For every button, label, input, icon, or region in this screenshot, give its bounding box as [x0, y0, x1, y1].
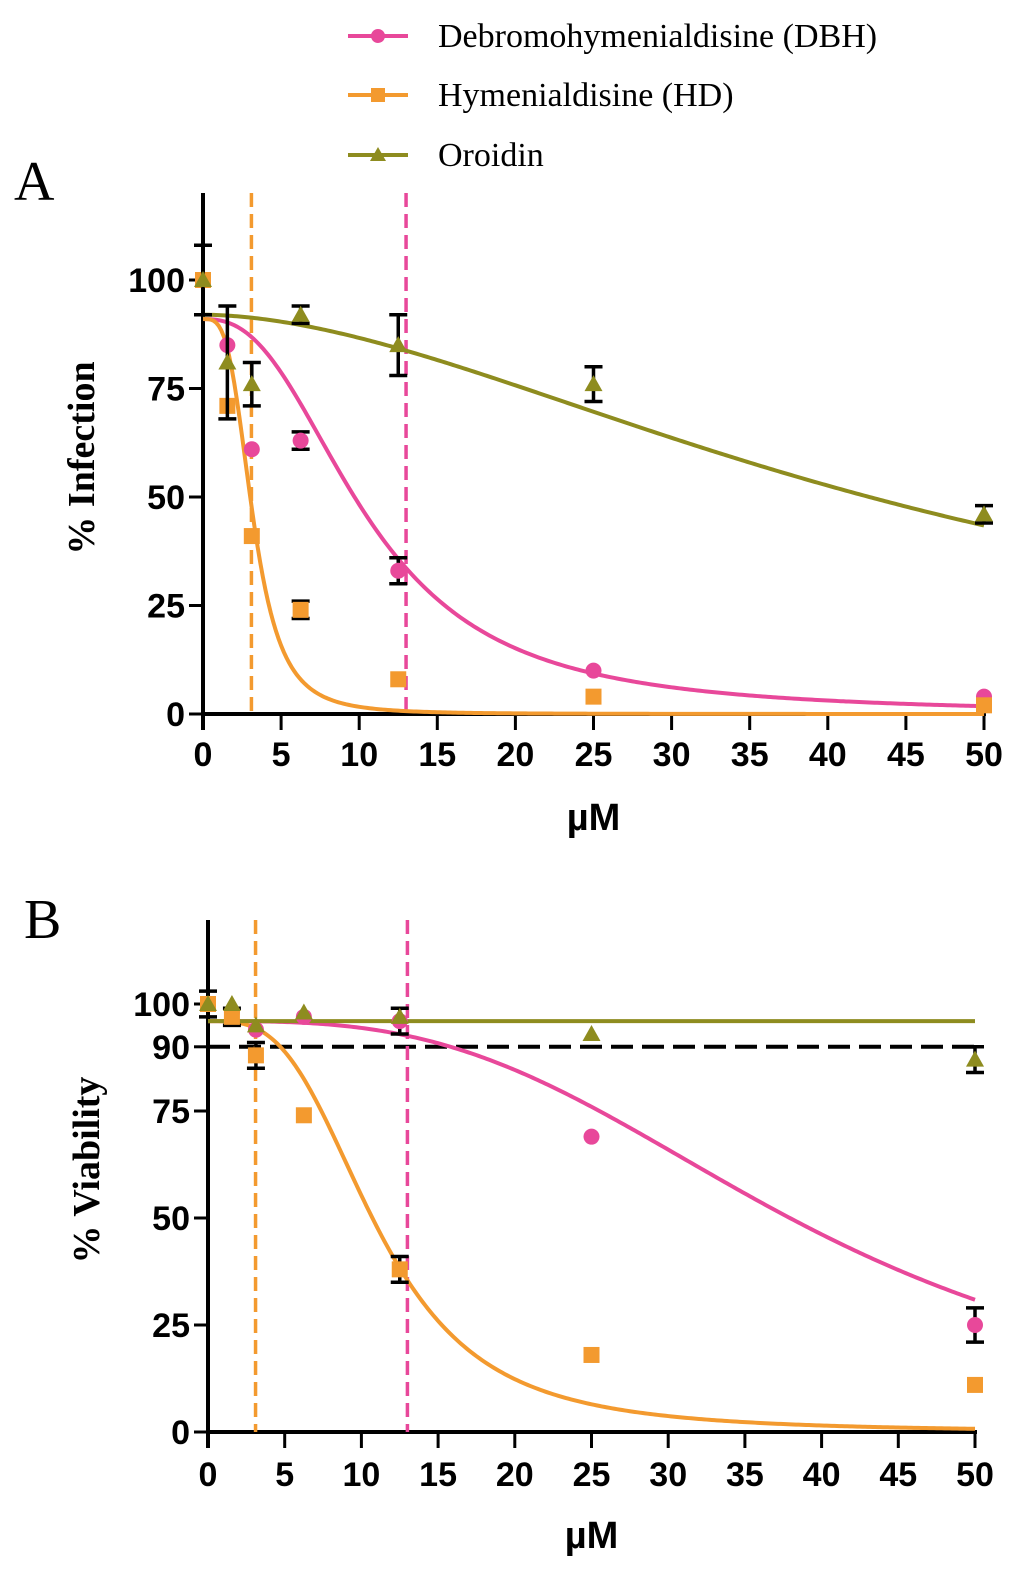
data-point-b-oroidin-2 [246, 1016, 265, 1033]
data-point-b-oroidin-3 [294, 1003, 313, 1020]
data-point-b-debromohymenialdisine-6 [967, 1317, 983, 1333]
legend-entry-dbh: Debromohymenialdisine (DBH) [348, 18, 877, 55]
x-tick-label-b-25: 25 [573, 1456, 611, 1494]
x-tick-label-b-40: 40 [803, 1456, 841, 1494]
data-point-b-debromohymenialdisine-5 [583, 1128, 600, 1145]
y-tick-label-a-75: 75 [147, 371, 185, 409]
y-tick-label-b-0: 0 [171, 1414, 190, 1452]
data-point-a-oroidin-3 [291, 305, 310, 322]
legend-label-oroidin: Oroidin [438, 137, 544, 174]
x-tick-label-a-35: 35 [731, 736, 769, 774]
data-point-b-oroidin-1 [222, 995, 241, 1011]
data-point-a-oroidin-5 [584, 375, 603, 392]
x-tick-label-b-20: 20 [496, 1456, 534, 1494]
data-point-a-oroidin-2 [242, 375, 261, 392]
data-point-a-hymenialdisine-4 [390, 671, 407, 688]
legend-marker-oroidin [370, 147, 386, 161]
x-tick-label-a-5: 5 [272, 736, 291, 774]
fit-curve-a-oroidin [202, 312, 985, 528]
data-point-b-oroidin-6 [966, 1050, 984, 1067]
data-point-a-debromohymenialdisine-2 [243, 441, 260, 458]
x-tick-label-b-50: 50 [956, 1456, 994, 1494]
chart-panel-b: 0 5 10 15 20 25 30 35 40 45 50 0 25 50 75 90 100 µM % Viab… [66, 920, 994, 1557]
y-tick-label-a-100: 100 [128, 262, 185, 300]
data-point-a-hymenialdisine-3 [292, 601, 309, 618]
x-tick-label-b-30: 30 [649, 1456, 687, 1494]
y-tick-label-b-90: 90 [152, 1029, 190, 1067]
data-point-a-debromohymenialdisine-5 [585, 662, 602, 679]
panel-letter-b: B [24, 889, 61, 951]
y-tick-label-b-25: 25 [152, 1307, 190, 1345]
y-tick-label-a-50: 50 [147, 479, 185, 517]
data-point-a-oroidin-1 [218, 353, 237, 370]
x-tick-label-a-45: 45 [887, 736, 925, 774]
y-axis-label-a: % Infection [61, 361, 103, 554]
x-tick-label-b-10: 10 [342, 1456, 380, 1494]
data-point-b-hymenialdisine-5 [583, 1346, 600, 1363]
x-tick-label-b-0: 0 [199, 1456, 218, 1494]
data-point-b-hymenialdisine-1 [223, 1008, 240, 1025]
y-tick-label-a-25: 25 [147, 588, 185, 626]
data-point-b-hymenialdisine-3 [295, 1107, 312, 1124]
x-tick-label-a-10: 10 [340, 736, 378, 774]
data-point-a-hymenialdisine-5 [585, 688, 602, 705]
data-point-a-hymenialdisine-2 [243, 528, 260, 545]
panel-letter-a: A [14, 151, 55, 213]
y-axis-label-b: % Viability [66, 1077, 108, 1264]
fit-curve-b-debromohymenialdisine [208, 1019, 976, 1302]
data-point-b-oroidin-5 [582, 1024, 601, 1041]
legend: Debromohymenialdisine (DBH) Hymenialdisi… [348, 18, 877, 174]
x-axis-label-b: µM [565, 1515, 619, 1557]
y-tick-label-b-50: 50 [152, 1200, 190, 1238]
x-tick-label-a-20: 20 [496, 736, 534, 774]
data-point-b-hymenialdisine-6 [967, 1376, 983, 1393]
legend-label-hd: Hymenialdisine (HD) [438, 77, 734, 114]
x-tick-label-a-15: 15 [418, 736, 456, 774]
x-tick-label-a-25: 25 [575, 736, 613, 774]
data-point-b-oroidin-4 [390, 1007, 409, 1024]
x-tick-label-a-40: 40 [809, 736, 847, 774]
x-tick-label-a-0: 0 [194, 736, 213, 774]
data-point-b-oroidin-0 [199, 995, 217, 1011]
fit-curve-b-hymenialdisine [208, 1019, 976, 1431]
y-tick-label-b-100: 100 [133, 986, 190, 1024]
data-point-a-oroidin-0 [194, 271, 212, 287]
x-tick-label-b-15: 15 [419, 1456, 457, 1494]
x-tick-label-b-45: 45 [879, 1456, 917, 1494]
data-point-b-hymenialdisine-2 [247, 1047, 264, 1064]
legend-marker-dbh [371, 29, 385, 43]
chart-panel-a: 0 5 10 15 20 25 30 35 40 45 50 0 25 50 75 100 µM % Infect… [61, 193, 1003, 839]
data-point-a-debromohymenialdisine-4 [390, 562, 407, 579]
x-tick-label-a-30: 30 [653, 736, 691, 774]
data-point-a-oroidin-6 [975, 505, 993, 522]
y-tick-label-a-0: 0 [166, 696, 185, 734]
legend-entry-oroidin: Oroidin [348, 137, 544, 174]
legend-marker-hd [371, 88, 385, 102]
data-point-a-oroidin-4 [389, 336, 408, 353]
x-axis-label-a: µM [567, 797, 621, 839]
data-point-a-debromohymenialdisine-3 [292, 432, 309, 449]
legend-entry-hd: Hymenialdisine (HD) [348, 77, 734, 114]
x-tick-label-b-5: 5 [275, 1456, 294, 1494]
y-tick-label-b-75: 75 [152, 1093, 190, 1131]
data-point-a-hymenialdisine-6 [976, 697, 992, 714]
legend-label-dbh: Debromohymenialdisine (DBH) [438, 18, 877, 55]
x-tick-label-b-35: 35 [726, 1456, 764, 1494]
fit-curve-a-hymenialdisine [202, 317, 984, 716]
x-tick-label-a-50: 50 [965, 736, 1003, 774]
data-point-b-hymenialdisine-4 [391, 1261, 408, 1278]
